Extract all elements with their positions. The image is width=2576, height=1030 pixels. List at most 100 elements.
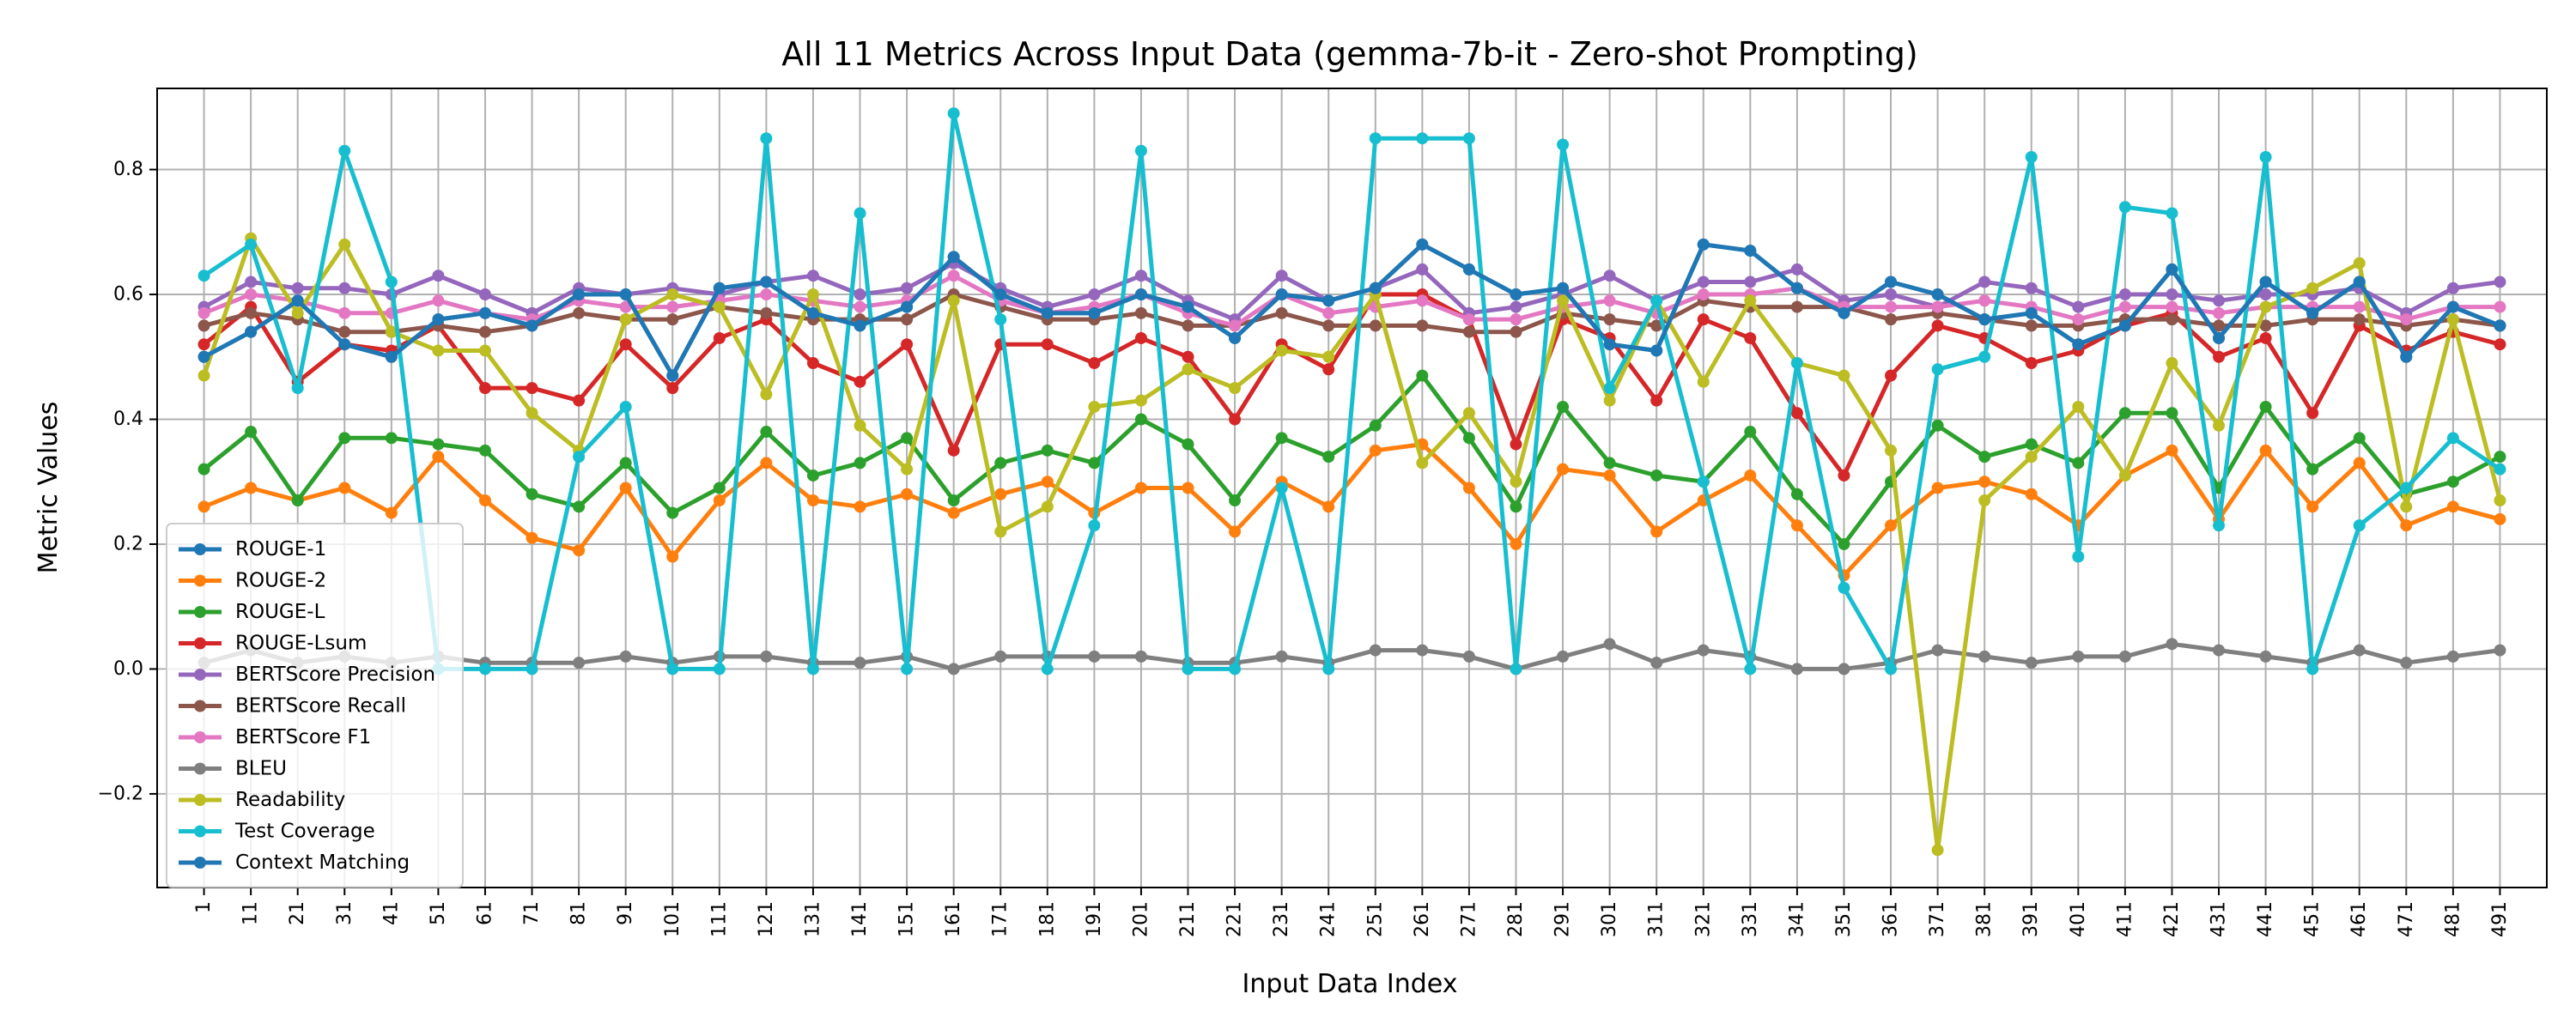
data-point bbox=[478, 325, 491, 338]
data-point bbox=[619, 300, 632, 313]
data-point bbox=[760, 288, 773, 301]
data-point bbox=[2446, 500, 2459, 513]
data-point bbox=[760, 132, 773, 145]
data-point bbox=[1650, 469, 1663, 482]
x-tick-label: 231 bbox=[1271, 901, 1292, 937]
data-point bbox=[1182, 363, 1194, 376]
data-point bbox=[2259, 288, 2272, 301]
data-point bbox=[854, 375, 866, 388]
y-tick-label: 0.8 bbox=[113, 159, 143, 180]
data-point bbox=[2400, 657, 2413, 670]
y-tick-label: −0.2 bbox=[98, 783, 143, 804]
data-point bbox=[854, 207, 866, 220]
data-point bbox=[2072, 313, 2085, 326]
data-point bbox=[2446, 282, 2459, 294]
data-point bbox=[854, 657, 866, 670]
data-point bbox=[2306, 282, 2319, 294]
x-tick-label: 171 bbox=[990, 901, 1012, 937]
data-point bbox=[1603, 457, 1616, 470]
data-point bbox=[1229, 525, 1242, 538]
y-tick-label: 0.4 bbox=[113, 409, 143, 430]
data-point bbox=[1744, 294, 1757, 307]
data-point bbox=[1416, 132, 1429, 145]
data-point bbox=[1322, 363, 1335, 376]
data-point bbox=[994, 525, 1007, 538]
data-point bbox=[245, 306, 258, 319]
data-point bbox=[1462, 432, 1475, 445]
data-point bbox=[291, 494, 304, 507]
data-point bbox=[2259, 650, 2272, 663]
data-point bbox=[338, 238, 351, 251]
x-tick-label: 321 bbox=[1692, 901, 1714, 937]
data-point bbox=[1557, 650, 1570, 663]
data-point bbox=[901, 463, 914, 476]
data-point bbox=[1462, 650, 1475, 663]
data-point bbox=[1931, 319, 1944, 332]
data-point bbox=[2213, 306, 2226, 319]
data-point bbox=[1697, 644, 1710, 657]
data-point bbox=[2353, 644, 2366, 657]
data-point bbox=[1790, 263, 1803, 276]
data-point bbox=[432, 313, 445, 326]
data-point bbox=[994, 288, 1007, 301]
data-point bbox=[2259, 400, 2272, 413]
data-point bbox=[197, 338, 210, 351]
data-point bbox=[994, 488, 1007, 500]
data-point bbox=[2494, 451, 2506, 464]
data-point bbox=[2446, 432, 2459, 445]
data-point bbox=[478, 344, 491, 357]
data-point bbox=[2446, 650, 2459, 663]
data-point bbox=[619, 313, 632, 326]
y-axis-label: Metric Values bbox=[33, 402, 64, 574]
data-point bbox=[2072, 550, 2085, 563]
data-point bbox=[478, 306, 491, 319]
x-tick-label: 91 bbox=[615, 901, 636, 925]
series-line bbox=[202, 236, 2502, 852]
data-point bbox=[385, 350, 398, 363]
data-point bbox=[338, 144, 351, 157]
data-point bbox=[1182, 300, 1194, 313]
data-point bbox=[1790, 663, 1803, 676]
data-point bbox=[478, 494, 491, 507]
data-point bbox=[2446, 300, 2459, 313]
data-point bbox=[1462, 325, 1475, 338]
data-point bbox=[338, 306, 351, 319]
data-point bbox=[1557, 138, 1570, 151]
x-tick-label: 471 bbox=[2396, 901, 2417, 937]
data-point bbox=[2306, 500, 2319, 513]
data-point bbox=[901, 432, 914, 445]
data-point bbox=[2400, 313, 2413, 326]
data-point bbox=[573, 544, 586, 557]
data-point bbox=[2259, 444, 2272, 457]
legend-entry-label: ROUGE-L bbox=[235, 601, 325, 623]
data-point bbox=[1978, 650, 1991, 663]
x-tick-label: 371 bbox=[1927, 901, 1948, 937]
data-point bbox=[2166, 638, 2178, 651]
data-point bbox=[197, 270, 210, 282]
data-point bbox=[2400, 519, 2413, 532]
data-point bbox=[338, 432, 351, 445]
data-point bbox=[1088, 306, 1101, 319]
data-point bbox=[1603, 638, 1616, 651]
data-point bbox=[2259, 151, 2272, 164]
data-point bbox=[245, 482, 258, 494]
data-point bbox=[1931, 482, 1944, 494]
data-point bbox=[947, 444, 960, 457]
legend-entry-label: BERTScore Recall bbox=[235, 695, 406, 718]
data-point bbox=[1885, 288, 1898, 301]
data-point bbox=[291, 294, 304, 307]
data-point bbox=[338, 338, 351, 351]
data-point bbox=[760, 426, 773, 439]
data-point bbox=[901, 663, 914, 676]
data-point bbox=[806, 663, 819, 676]
x-tick-label: 271 bbox=[1458, 901, 1479, 937]
data-point bbox=[573, 306, 586, 319]
data-point bbox=[1462, 132, 1475, 145]
data-point bbox=[338, 282, 351, 294]
data-point bbox=[1838, 581, 1850, 594]
data-point bbox=[666, 288, 679, 301]
data-point bbox=[806, 469, 819, 482]
data-point bbox=[2259, 276, 2272, 288]
data-point bbox=[197, 350, 210, 363]
data-point bbox=[947, 494, 960, 507]
